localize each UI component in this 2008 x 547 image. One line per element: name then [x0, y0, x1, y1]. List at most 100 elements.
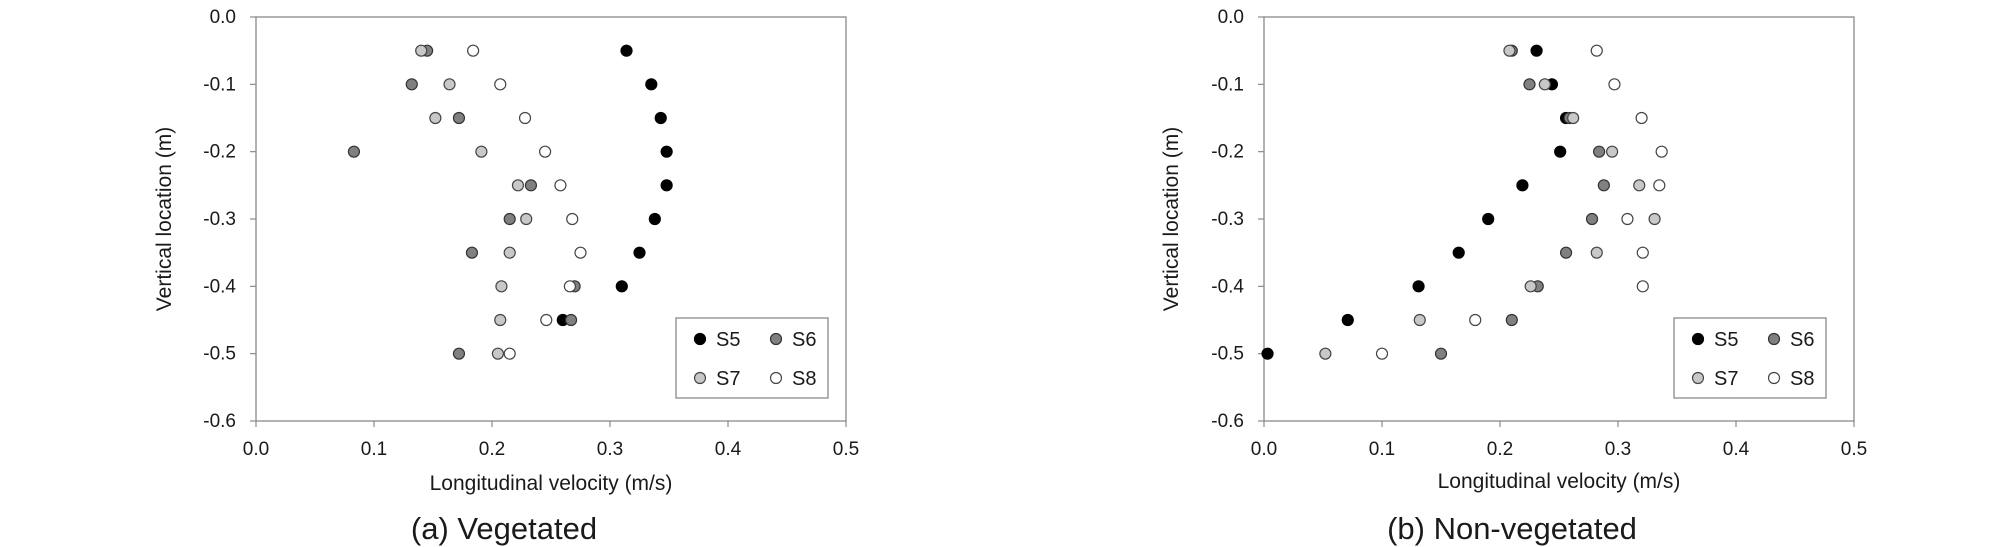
point-s8 — [1375, 347, 1389, 360]
legend-label-s8: S8 — [792, 368, 816, 390]
y-axis-label: Vertical location (m) — [153, 127, 176, 311]
point-s8 — [1590, 44, 1603, 57]
point-s6 — [1593, 145, 1606, 158]
point-s8 — [1608, 78, 1621, 91]
chart-panel-non-vegetated: 0.0 -0.1 -0.2 -0.3 -0.4 -0.5 -0.6 0.0 0.1 0.2 0.3… — [1160, 7, 1867, 546]
point-s8 — [538, 145, 552, 158]
point-s5 — [660, 145, 673, 158]
legend-label-s5: S5 — [1714, 329, 1738, 351]
point-s6 — [452, 111, 466, 125]
point-s7 — [1538, 78, 1551, 91]
legend-marker-s8 — [769, 371, 783, 385]
point-s5 — [645, 78, 658, 91]
x-tick-label: 0.3 — [597, 439, 623, 460]
point-s5 — [648, 212, 661, 226]
y-tick-label: 0.0 — [210, 7, 236, 28]
point-s7 — [495, 280, 508, 293]
point-s6 — [1559, 246, 1573, 259]
point-s5 — [654, 111, 667, 125]
point-s8 — [1621, 212, 1634, 226]
x-tick-label: 0.0 — [243, 439, 269, 460]
point-s7 — [475, 145, 488, 158]
legend-label-s5: S5 — [716, 329, 740, 351]
legend-box — [675, 317, 829, 399]
legend-marker-s5 — [1691, 332, 1705, 346]
legend-label-s7: S7 — [716, 368, 740, 390]
point-s8 — [554, 179, 567, 192]
legend: S5 S6 S7 S8 — [675, 317, 829, 399]
point-s6 — [347, 145, 361, 158]
data-points — [347, 44, 673, 360]
x-tick-label: 0.3 — [1605, 439, 1631, 460]
point-s8 — [1635, 111, 1648, 125]
point-s6 — [1434, 347, 1448, 360]
y-axis-label: Vertical location (m) — [1160, 127, 1183, 311]
point-s8 — [1636, 246, 1649, 259]
point-s5 — [1530, 44, 1543, 57]
point-s7 — [511, 179, 525, 192]
point-s8 — [1653, 179, 1666, 192]
y-tick-labels: 0.0 -0.1 -0.2 -0.3 -0.4 -0.5 -0.6 — [1211, 7, 1264, 432]
point-s7 — [443, 78, 456, 91]
x-axis-label: Longitudinal velocity (m/s) — [1438, 470, 1681, 493]
panel-caption: (b) Non-vegetated — [1387, 511, 1637, 546]
x-tick-label: 0.4 — [1723, 439, 1750, 460]
point-s7 — [1503, 44, 1516, 57]
point-s6 — [452, 347, 466, 360]
point-s8 — [540, 313, 553, 327]
y-tick-label: -0.6 — [203, 411, 236, 432]
legend-marker-s5 — [693, 332, 707, 346]
point-s5 — [1412, 280, 1425, 293]
point-s7 — [1648, 212, 1661, 226]
y-tick-label: -0.1 — [1211, 74, 1244, 95]
y-tick-label: -0.5 — [1211, 344, 1244, 365]
point-s7 — [1319, 347, 1332, 360]
point-s6 — [405, 78, 418, 91]
point-s8 — [574, 246, 587, 259]
legend-label-s7: S7 — [1714, 368, 1738, 390]
plot-area — [1263, 16, 1855, 422]
panel-caption: (a) Vegetated — [411, 511, 597, 546]
point-s6 — [1585, 212, 1599, 226]
point-s7 — [503, 246, 516, 259]
point-s6 — [524, 179, 538, 192]
point-s6 — [1597, 179, 1610, 192]
x-tick-label: 0.1 — [361, 439, 387, 460]
y-tick-label: -0.3 — [1211, 209, 1244, 230]
point-s5 — [1261, 347, 1274, 360]
point-s5 — [660, 179, 673, 192]
x-tick-label: 0.4 — [715, 439, 742, 460]
x-axis-label: Longitudinal velocity (m/s) — [430, 472, 673, 495]
point-s7 — [1633, 179, 1646, 192]
point-s6 — [1505, 313, 1518, 327]
point-s7 — [491, 347, 504, 360]
point-s8 — [1655, 145, 1668, 158]
y-tick-label: -0.3 — [203, 209, 236, 230]
legend-marker-s7 — [1691, 371, 1705, 385]
y-tick-label: -0.6 — [1211, 411, 1244, 432]
point-s5 — [1516, 179, 1529, 192]
point-s5 — [620, 44, 633, 57]
x-tick-label: 0.2 — [479, 439, 505, 460]
point-s7 — [1567, 111, 1580, 125]
point-s5 — [1452, 246, 1465, 259]
point-s6 — [1523, 78, 1536, 91]
point-s7 — [494, 313, 507, 327]
legend-label-s6: S6 — [1790, 329, 1814, 351]
point-s8 — [566, 212, 579, 226]
point-s5 — [1554, 145, 1567, 158]
data-points — [1261, 44, 1668, 360]
x-tick-label: 0.5 — [833, 439, 859, 460]
y-tick-label: -0.5 — [203, 344, 236, 365]
legend-marker-s8 — [1767, 371, 1781, 385]
legend-label-s6: S6 — [792, 329, 816, 351]
x-tick-labels: 0.0 0.1 0.2 0.3 0.4 0.5 — [243, 421, 859, 460]
y-tick-label: -0.4 — [1211, 276, 1244, 297]
point-s5 — [633, 246, 646, 259]
point-s8 — [1469, 313, 1482, 327]
chart-panel-vegetated: 0.0 -0.1 -0.2 -0.3 -0.4 -0.5 -0.6 0.0 0.1 0.2 0.3… — [153, 7, 859, 546]
legend-marker-s6 — [1767, 332, 1781, 346]
point-s7 — [520, 212, 533, 226]
point-s8 — [1636, 280, 1649, 293]
